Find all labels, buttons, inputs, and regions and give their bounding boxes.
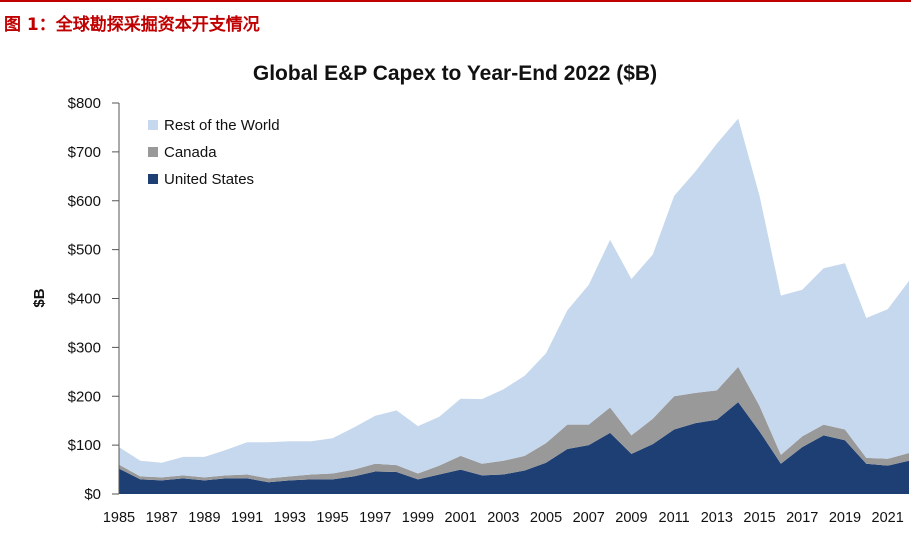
x-tick-label: 1989	[188, 510, 220, 526]
x-tick-label: 2021	[872, 510, 904, 526]
y-axis-label: $B	[31, 288, 48, 307]
x-tick-label: 1995	[316, 510, 348, 526]
x-tick-label: 2015	[743, 510, 775, 526]
x-tick-label: 1985	[103, 510, 135, 526]
y-tick-label: $100	[68, 437, 101, 454]
x-tick-label: 1999	[402, 510, 434, 526]
legend-swatch-rest-of-the-world	[148, 120, 158, 130]
legend-label-united-states: United States	[164, 171, 254, 188]
x-tick-label: 2013	[701, 510, 733, 526]
y-tick-label: $400	[68, 291, 101, 308]
figure-caption: 图 1：全球勘探采掘资本开支情况	[4, 15, 260, 35]
y-axis-ticks: $0 $100 $200 $300 $400 $500 $600 $700 $800	[68, 95, 120, 503]
x-tick-label: 1997	[359, 510, 391, 526]
y-tick-label: $600	[68, 193, 101, 210]
areas-layer	[119, 118, 909, 494]
x-tick-label: 2001	[444, 510, 476, 526]
legend-swatch-united-states	[148, 174, 158, 184]
x-tick-label: 2005	[530, 510, 562, 526]
legend-label-rest-of-the-world: Rest of the World	[164, 117, 280, 134]
x-tick-label: 2007	[573, 510, 605, 526]
x-tick-label: 1991	[231, 510, 263, 526]
y-tick-label: $700	[68, 144, 101, 161]
y-tick-label: $800	[68, 95, 101, 112]
y-tick-label: $200	[68, 388, 101, 405]
y-tick-label: $300	[68, 339, 101, 356]
legend-label-canada: Canada	[164, 144, 217, 161]
x-tick-label: 2003	[487, 510, 519, 526]
y-tick-label: $0	[84, 486, 101, 503]
x-tick-label: 2009	[615, 510, 647, 526]
x-tick-label: 2019	[829, 510, 861, 526]
area-united-states	[119, 402, 909, 494]
x-axis-ticks: 1985 1987 1989 1991 1993 1995 1997 1999 2001 2003…	[103, 510, 904, 526]
chart-title: Global E&P Capex to Year-End 2022 ($B)	[253, 62, 657, 85]
legend: Rest of the World Canada United States	[148, 117, 280, 188]
legend-swatch-canada	[148, 147, 158, 157]
x-tick-label: 1993	[274, 510, 306, 526]
area-canada	[119, 366, 909, 483]
area-rest-of-the-world	[119, 118, 909, 479]
y-tick-label: $500	[68, 242, 101, 259]
caption-rule	[0, 0, 911, 2]
x-tick-label: 1987	[146, 510, 178, 526]
x-tick-label: 2011	[659, 510, 690, 526]
x-tick-label: 2017	[786, 510, 818, 526]
